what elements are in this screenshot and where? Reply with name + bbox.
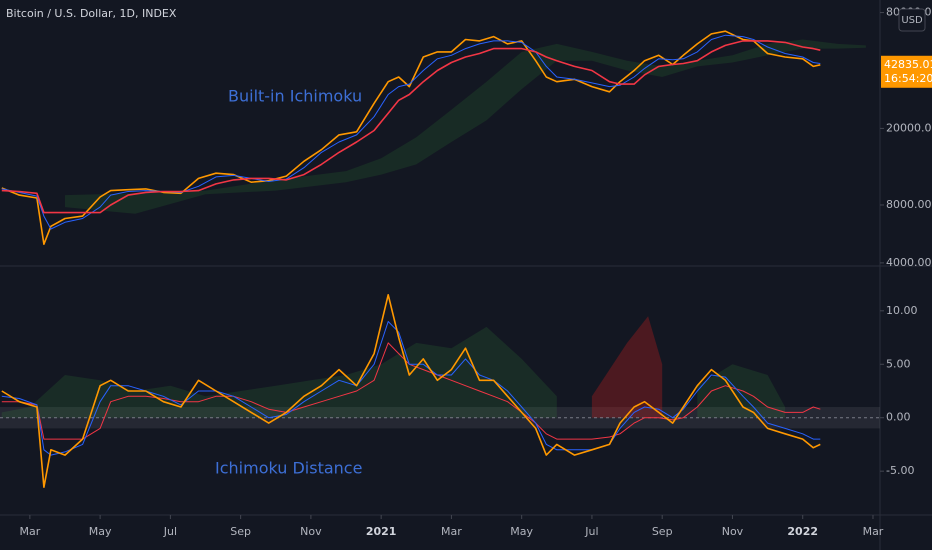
- chart-title: Bitcoin / U.S. Dollar, 1D, INDEX: [6, 7, 177, 20]
- x-tick-label: Nov: [300, 525, 322, 538]
- bar-countdown: 16:54:20: [884, 72, 932, 85]
- last-price-badge: [881, 55, 932, 88]
- x-tick-label: Jul: [584, 525, 598, 538]
- x-tick-label: Nov: [722, 525, 744, 538]
- currency[interactable]: USD: [901, 15, 923, 26]
- x-tick-label: May: [510, 525, 533, 538]
- x-tick-label: May: [89, 525, 112, 538]
- y-tick-label: 8000.00: [886, 198, 932, 211]
- y-tick-label: 20000.00: [886, 121, 932, 134]
- x-tick-label: 2021: [366, 525, 397, 538]
- x-tick-label: Sep: [230, 525, 251, 538]
- last-price: 42835.01: [884, 58, 932, 71]
- y-tick-label: 5.00: [886, 357, 911, 370]
- y-tick-label: 0.00: [886, 411, 911, 424]
- currency-badge[interactable]: [898, 8, 926, 32]
- y-tick-label: -5.00: [886, 464, 914, 477]
- x-tick-label: 2022: [787, 525, 818, 538]
- y-tick-label: 4000.00: [886, 256, 932, 269]
- x-tick-label: Mar: [863, 525, 884, 538]
- bottom-pane: [0, 294, 880, 488]
- series-line: [1, 34, 821, 230]
- top-pane: [1, 30, 866, 245]
- cloud-area: [591, 316, 663, 418]
- series-line: [1, 40, 821, 214]
- cloud-area: [697, 364, 786, 418]
- x-tick-label: Mar: [441, 525, 462, 538]
- ichimoku-cloud: [65, 39, 866, 214]
- annotation: Built-in Ichimoku: [228, 87, 362, 106]
- series-line: [1, 30, 821, 245]
- cloud-area: [1, 326, 557, 418]
- x-tick-label: Mar: [19, 525, 40, 538]
- annotation: Ichimoku Distance: [215, 459, 362, 478]
- y-tick-label: 10.00: [886, 304, 918, 317]
- series-line: [1, 321, 821, 456]
- x-tick-label: Sep: [652, 525, 673, 538]
- x-tick-label: Jul: [163, 525, 177, 538]
- series-line: [1, 294, 821, 488]
- axes: 80000.0020000.008000.004000.0010.005.000…: [19, 6, 932, 538]
